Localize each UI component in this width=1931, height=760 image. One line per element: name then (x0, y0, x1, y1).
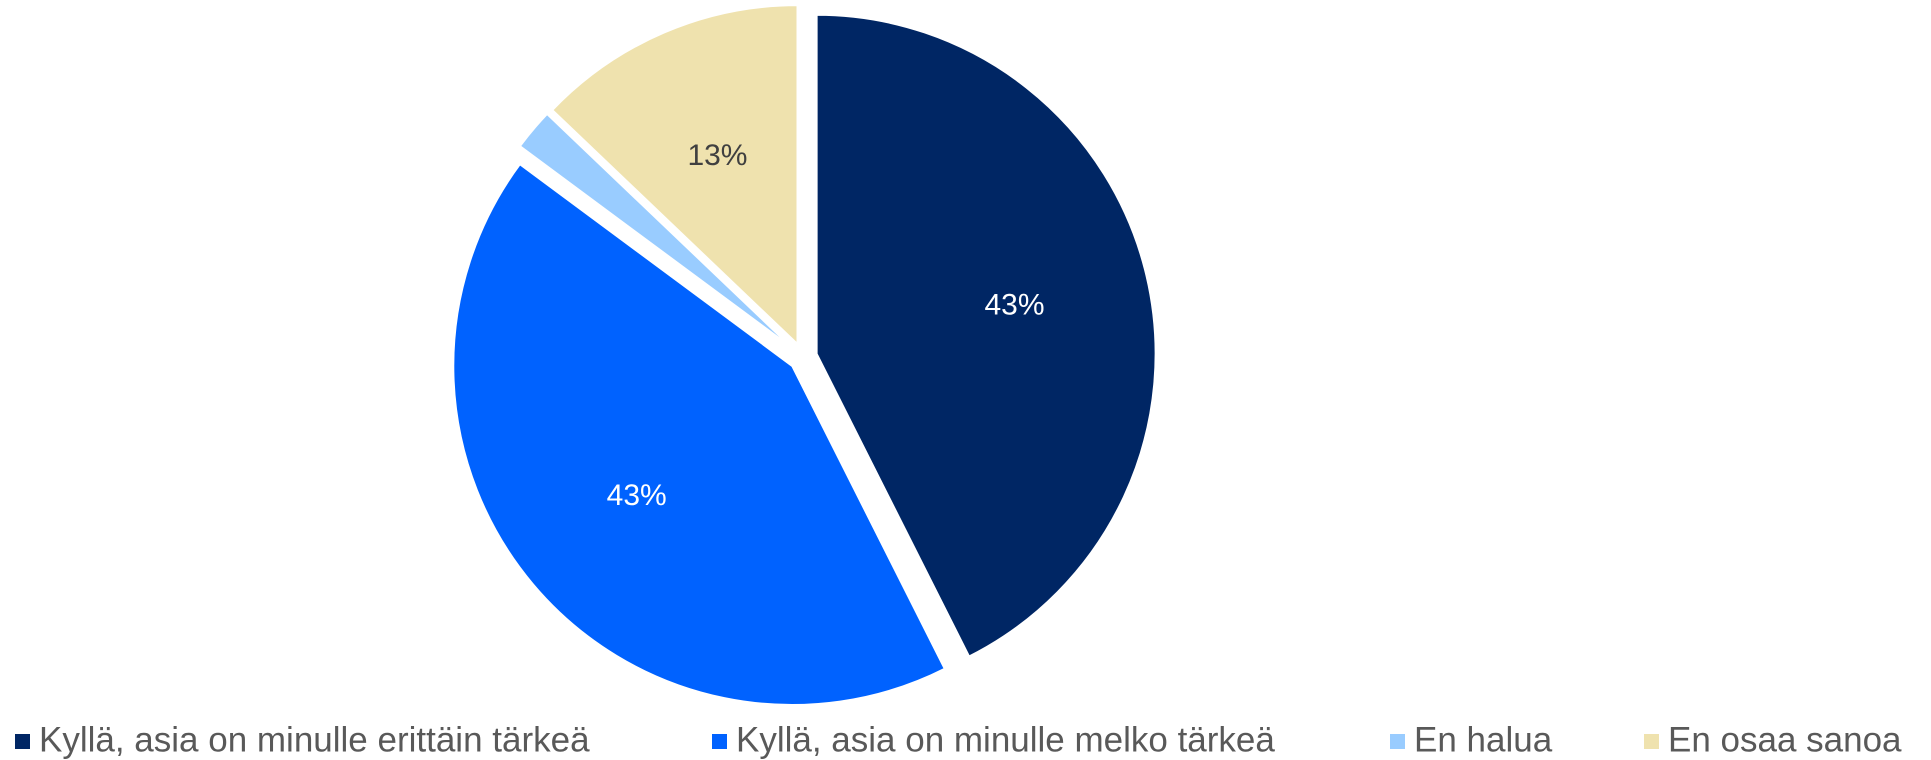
pie-slice (452, 162, 947, 706)
data-label: 43% (984, 289, 1044, 322)
legend-label: Kyllä, asia on minulle erittäin tärkeä (39, 720, 590, 759)
legend-swatch (1390, 734, 1405, 749)
data-label: 43% (607, 479, 667, 512)
legend-swatch (1644, 734, 1659, 749)
data-label: 13% (687, 139, 747, 172)
pie-slice (550, 4, 799, 347)
pie-slice (815, 13, 1157, 658)
legend-swatch (15, 734, 30, 749)
pie-slice (518, 112, 793, 349)
legend-label: En osaa sanoa (1668, 720, 1902, 759)
legend-swatch (712, 734, 727, 749)
legend-label: Kyllä, asia on minulle melko tärkeä (736, 720, 1275, 759)
legend-label: En halua (1414, 720, 1553, 759)
